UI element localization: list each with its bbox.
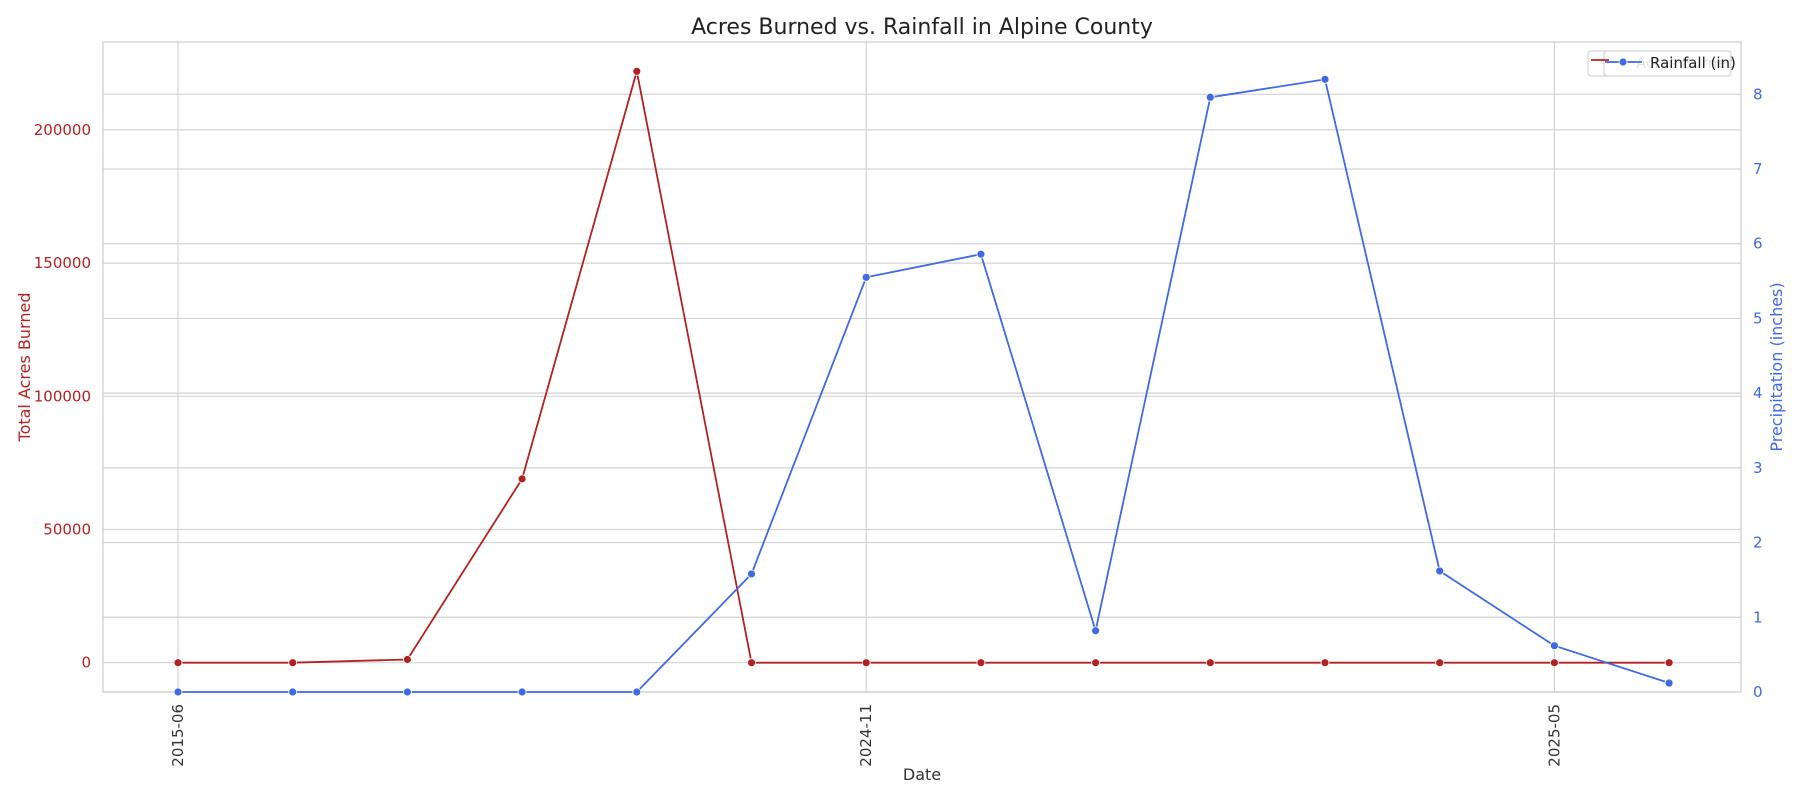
right-y-tick-label: 8 xyxy=(1753,85,1763,103)
chart-title: Acres Burned vs. Rainfall in Alpine Coun… xyxy=(691,15,1153,40)
right-y-tick-label: 2 xyxy=(1753,534,1763,552)
data-point-acres-burned xyxy=(288,658,298,668)
data-point-rainfall xyxy=(1320,74,1330,84)
data-point-acres-burned xyxy=(1550,658,1559,668)
data-point-acres-burned xyxy=(632,66,642,76)
data-point-rainfall xyxy=(1205,92,1215,102)
data-point-rainfall xyxy=(747,569,756,579)
right-y-tick-label: 0 xyxy=(1753,683,1763,701)
left-y-tick-label: 100000 xyxy=(34,387,91,405)
x-tick-label: 2024-11 xyxy=(857,704,875,767)
data-point-acres-burned xyxy=(402,655,412,664)
right-y-tick-label: 5 xyxy=(1753,309,1763,327)
legend-label-rainfall: Rainfall (in) xyxy=(1650,54,1736,72)
right-y-tick-label: 7 xyxy=(1753,160,1763,178)
legend: Acres Burned Rainfall (in) xyxy=(1587,50,1736,77)
legend-label-acres-burned: Acres Burned xyxy=(1636,54,1736,72)
left-y-tick-label: 150000 xyxy=(34,254,91,272)
left-y-tick-label: 0 xyxy=(81,654,91,672)
x-tick-label: 2025-05 xyxy=(1545,704,1563,767)
data-point-rainfall xyxy=(1664,678,1674,688)
data-point-acres-burned xyxy=(747,658,756,668)
data-point-rainfall xyxy=(517,687,527,697)
data-point-rainfall xyxy=(288,687,298,697)
data-point-acres-burned xyxy=(517,474,527,484)
x-axis-label: Date xyxy=(903,765,941,784)
data-point-rainfall xyxy=(1091,626,1100,636)
right-y-tick-label: 6 xyxy=(1753,235,1763,253)
series-line-rainfall xyxy=(178,78,1670,693)
left-y-axis-label: Total Acres Burned xyxy=(15,293,34,443)
right-y-tick-label: 3 xyxy=(1753,459,1763,477)
data-point-acres-burned xyxy=(173,658,183,668)
plot-frame xyxy=(102,41,1742,693)
data-point-rainfall xyxy=(976,249,986,259)
data-point-acres-burned xyxy=(861,658,871,668)
data-point-acres-burned xyxy=(1435,658,1445,668)
series-line-acres-burned xyxy=(178,70,1670,664)
right-y-tick-label: 4 xyxy=(1753,384,1763,402)
right-y-axis-label: Precipitation (inches) xyxy=(1767,282,1786,451)
x-tick-label: 2015-06 xyxy=(169,704,187,767)
data-point-rainfall xyxy=(402,687,412,697)
legend-marker-rainfall xyxy=(1618,57,1628,67)
data-point-rainfall xyxy=(173,687,183,697)
data-point-rainfall xyxy=(861,272,871,282)
data-point-acres-burned xyxy=(1664,658,1674,668)
data-point-acres-burned xyxy=(1205,658,1215,668)
left-y-tick-label: 50000 xyxy=(43,521,91,539)
data-point-rainfall xyxy=(632,687,642,697)
data-point-rainfall xyxy=(1435,566,1445,576)
data-point-rainfall xyxy=(1550,641,1559,651)
right-y-tick-label: 1 xyxy=(1753,608,1763,626)
data-point-acres-burned xyxy=(1320,658,1330,668)
data-point-acres-burned xyxy=(976,658,986,668)
left-y-tick-label: 200000 xyxy=(34,121,91,139)
ticks-layer: 0 50000 100000 150000 200000 0 1 2 3 4 5 6 7 8 2015-06… xyxy=(34,85,1763,766)
data-point-acres-burned xyxy=(1091,658,1100,668)
legend-box-overlay xyxy=(1603,50,1732,77)
series-layer xyxy=(173,66,1674,697)
